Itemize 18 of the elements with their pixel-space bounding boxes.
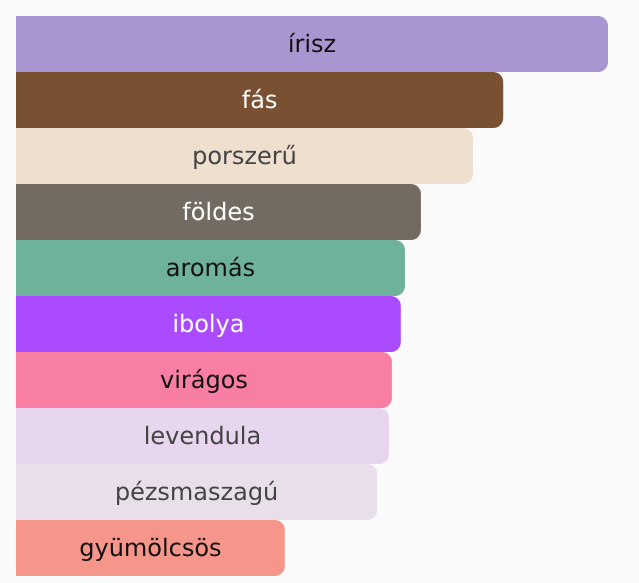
y-tick-label: földes bbox=[182, 198, 255, 226]
y-tick-label: írisz bbox=[288, 30, 336, 58]
y-tick-label: fás bbox=[242, 86, 278, 114]
y-tick-label: levendula bbox=[144, 422, 262, 450]
y-tick-label: porszerű bbox=[192, 142, 297, 170]
bar bbox=[16, 184, 421, 240]
bar bbox=[16, 240, 405, 296]
y-tick-label: virágos bbox=[160, 366, 248, 394]
bar bbox=[16, 128, 474, 184]
bar bbox=[16, 296, 401, 352]
bar bbox=[16, 352, 392, 408]
bar bbox=[16, 520, 285, 576]
y-tick-label: aromás bbox=[166, 254, 256, 282]
bar bbox=[16, 16, 608, 72]
y-tick-label: gyümölcsös bbox=[79, 534, 222, 562]
bar bbox=[16, 72, 504, 128]
y-tick-label: pézsmaszagú bbox=[114, 478, 278, 506]
y-tick-label: ibolya bbox=[172, 310, 244, 338]
